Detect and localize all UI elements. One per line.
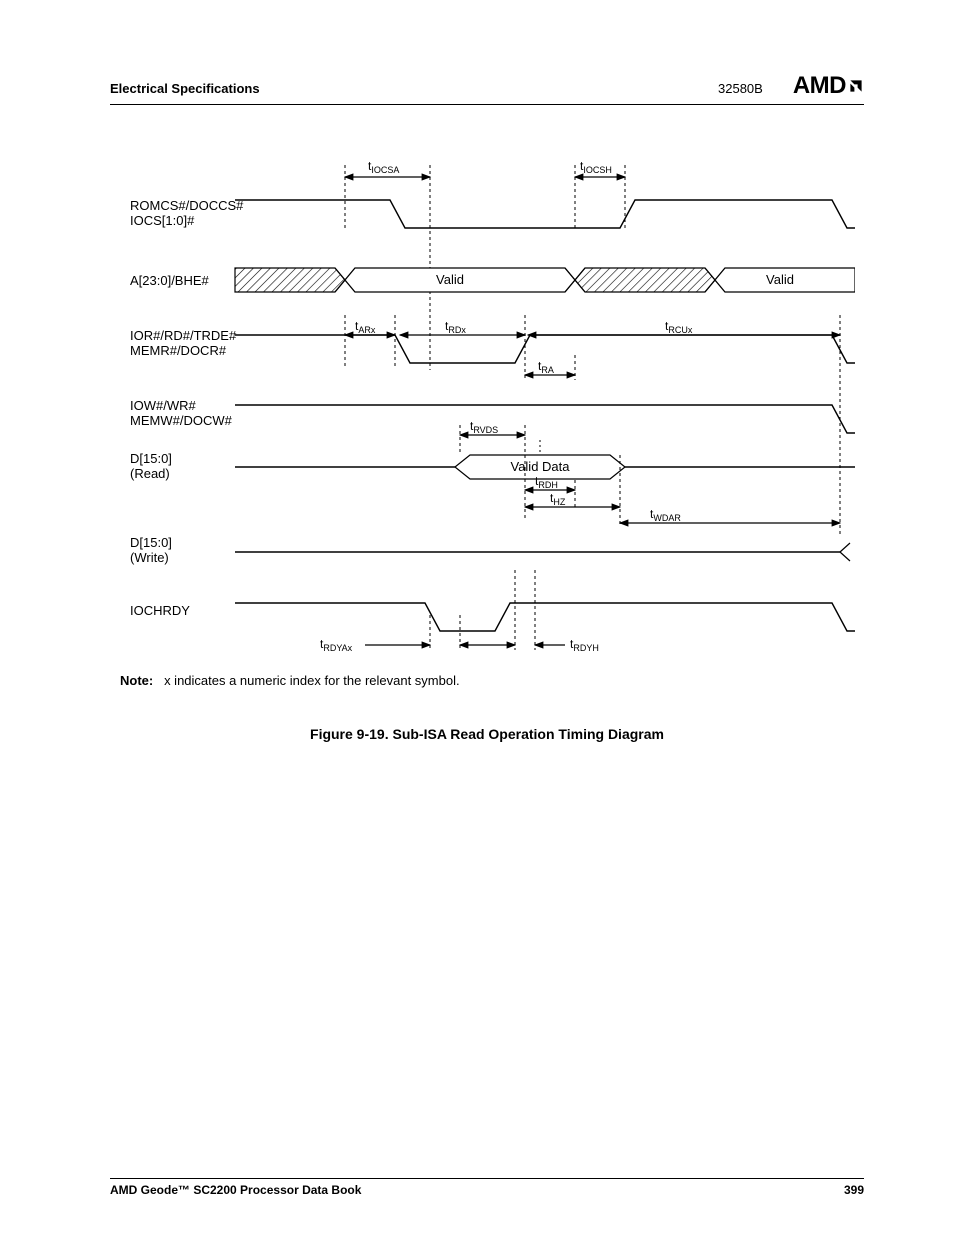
t-hz: tHZ	[550, 491, 566, 507]
signal-row-dread: D[15:0] (Read) Valid Data tRVDS tRDH	[130, 419, 855, 525]
sig-label: (Read)	[130, 466, 170, 481]
sig-label: IOW#/WR#	[130, 398, 196, 413]
t-rdx: tRDx	[445, 319, 466, 335]
page-footer: AMD Geode™ SC2200 Processor Data Book 39…	[110, 1178, 864, 1197]
page-header: Electrical Specifications 32580B AMD	[110, 72, 864, 105]
sig-label: D[15:0]	[130, 451, 172, 466]
sig-label: MEMR#/DOCR#	[130, 343, 227, 358]
amd-arrow-icon	[848, 76, 864, 96]
note-text: x indicates a numeric index for the rele…	[164, 673, 460, 688]
header-section: Electrical Specifications	[110, 81, 260, 96]
valid-label: Valid	[436, 272, 464, 287]
t-arx: tARx	[355, 319, 376, 335]
valid-label-2: Valid	[766, 272, 794, 287]
signal-row-dwrite: D[15:0] (Write)	[130, 535, 850, 565]
sig-label: IOCS[1:0]#	[130, 213, 195, 228]
sig-label: IOCHRDY	[130, 603, 190, 618]
t-rvds: tRVDS	[470, 419, 498, 435]
figure-caption: Figure 9-19. Sub-ISA Read Operation Timi…	[110, 726, 864, 742]
header-right: 32580B AMD	[718, 72, 864, 100]
t-iocsh: tIOCSH	[580, 159, 612, 175]
sig-label: MEMW#/DOCW#	[130, 413, 233, 428]
t-ra: tRA	[538, 359, 554, 375]
valid-data-label: Valid Data	[510, 459, 570, 474]
signal-row-iochrdy: IOCHRDY tRDYAx tRDYH	[130, 570, 855, 653]
sig-label: A[23:0]/BHE#	[130, 273, 210, 288]
sig-label: ROMCS#/DOCCS#	[130, 198, 244, 213]
page: Electrical Specifications 32580B AMD	[0, 0, 954, 1235]
amd-logo-text: AMD	[793, 72, 846, 100]
t-wdar: tWDAR	[650, 507, 681, 523]
t-rdyax: tRDYAx	[320, 637, 353, 653]
signal-row-addr: A[23:0]/BHE# Valid Valid	[130, 268, 855, 292]
signal-row-romcs: ROMCS#/DOCCS# IOCS[1:0]# tIOCSA tIOCSH	[130, 159, 855, 370]
footer-page: 399	[844, 1183, 864, 1197]
note-prefix: Note:	[120, 673, 153, 688]
amd-logo: AMD	[793, 72, 864, 100]
sig-label: (Write)	[130, 550, 169, 565]
sig-label: IOR#/RD#/TRDE#	[130, 328, 237, 343]
t-iocsa: tIOCSA	[368, 159, 399, 175]
t-rdyh: tRDYH	[570, 637, 599, 653]
header-doc-code: 32580B	[718, 81, 763, 96]
sig-label: D[15:0]	[130, 535, 172, 550]
footer-book: AMD Geode™ SC2200 Processor Data Book	[110, 1183, 361, 1197]
note-line: Note: x indicates a numeric index for th…	[120, 673, 864, 688]
timing-diagram: ROMCS#/DOCCS# IOCS[1:0]# tIOCSA tIOCSH A…	[120, 155, 855, 655]
t-rcux: tRCUx	[665, 319, 693, 335]
